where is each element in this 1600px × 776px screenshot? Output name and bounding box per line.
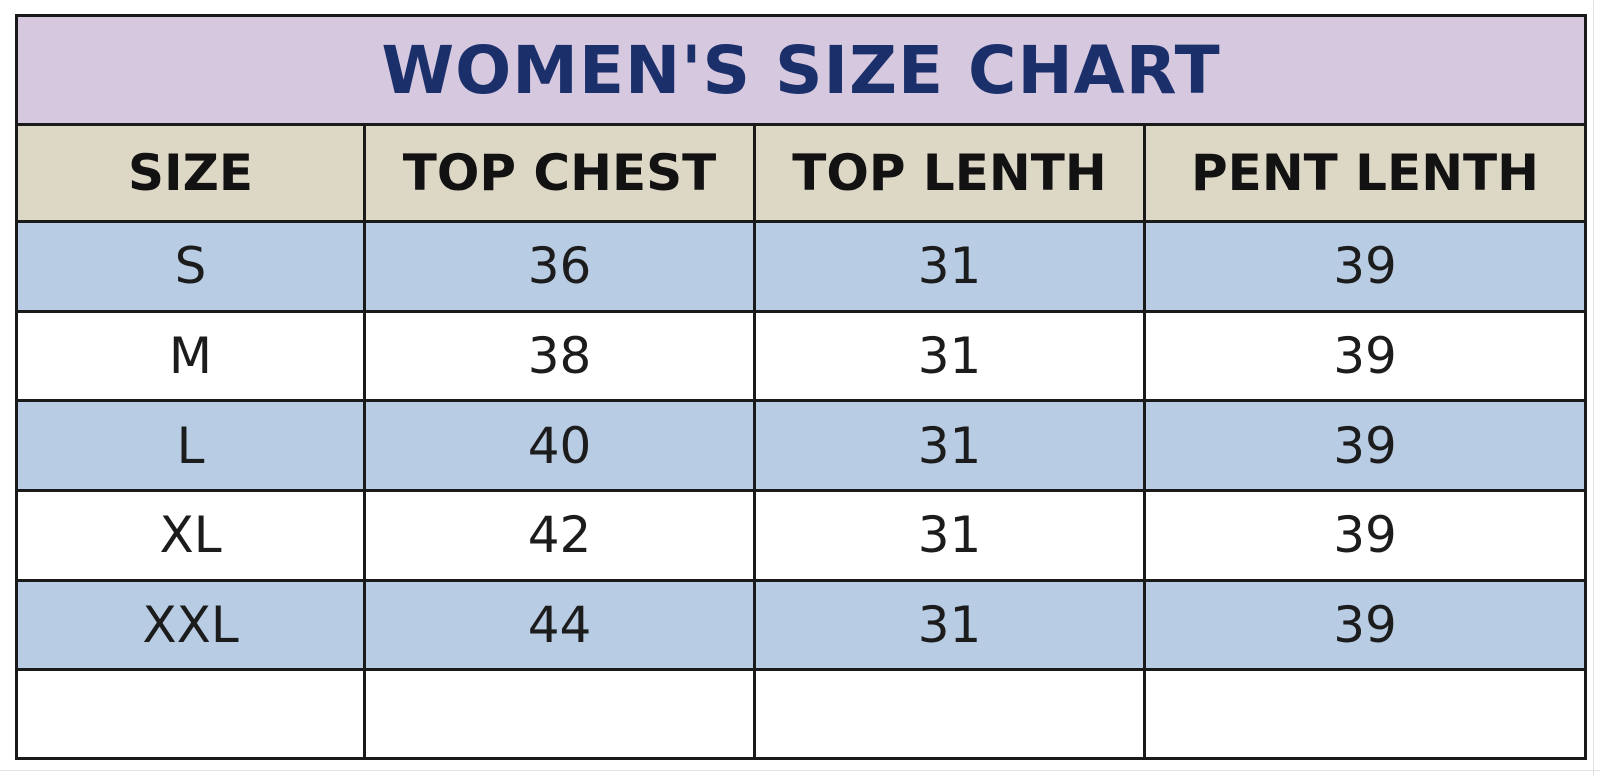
header-top-chest[interactable]: TOP CHEST — [363, 123, 756, 223]
header-top-length[interactable]: TOP LENTH — [753, 123, 1146, 223]
empty-cell[interactable] — [363, 668, 756, 760]
cell-size[interactable]: XXL — [15, 578, 366, 672]
cell-top-chest[interactable]: 36 — [363, 219, 756, 313]
table-row: XL 42 31 39 — [15, 488, 1588, 582]
cell-size[interactable]: S — [15, 219, 366, 313]
title-row: WOMEN'S SIZE CHART — [14, 13, 1588, 127]
table-row: XXL 44 31 39 — [15, 578, 1588, 672]
cell-top-length[interactable]: 31 — [753, 219, 1146, 313]
header-size[interactable]: SIZE — [15, 123, 366, 223]
table-row: L 40 31 39 — [15, 399, 1588, 492]
cell-top-chest[interactable]: 40 — [363, 399, 756, 492]
cell-size[interactable]: L — [15, 399, 366, 492]
cell-size[interactable]: M — [15, 309, 366, 403]
cell-top-length[interactable]: 31 — [753, 399, 1146, 492]
table-row: S 36 31 39 — [15, 219, 1588, 313]
cell-top-length[interactable]: 31 — [753, 488, 1146, 582]
cell-pent-length[interactable]: 39 — [1142, 488, 1588, 582]
cell-size[interactable]: XL — [15, 488, 366, 582]
cell-pent-length[interactable]: 39 — [1142, 399, 1588, 492]
empty-cell[interactable] — [1142, 668, 1588, 760]
cell-pent-length[interactable]: 39 — [1142, 309, 1588, 403]
empty-row — [15, 668, 1588, 760]
chart-title[interactable]: WOMEN'S SIZE CHART — [14, 13, 1588, 127]
header-row: SIZE TOP CHEST TOP LENTH PENT LENTH — [15, 123, 1588, 223]
cell-top-chest[interactable]: 38 — [363, 309, 756, 403]
table-row: M 38 31 39 — [15, 309, 1588, 403]
empty-cell[interactable] — [15, 668, 366, 760]
cell-pent-length[interactable]: 39 — [1142, 578, 1588, 672]
cell-top-length[interactable]: 31 — [753, 578, 1146, 672]
header-pent-length[interactable]: PENT LENTH — [1142, 123, 1588, 223]
cell-pent-length[interactable]: 39 — [1142, 219, 1588, 313]
cell-top-chest[interactable]: 44 — [363, 578, 756, 672]
cell-top-length[interactable]: 31 — [753, 309, 1146, 403]
cell-top-chest[interactable]: 42 — [363, 488, 756, 582]
empty-cell[interactable] — [753, 668, 1146, 760]
sheet-gridline — [1593, 0, 1594, 776]
sheet-gridline — [0, 770, 1600, 771]
size-chart-table: WOMEN'S SIZE CHART SIZE TOP CHEST TOP LE… — [14, 13, 1588, 760]
